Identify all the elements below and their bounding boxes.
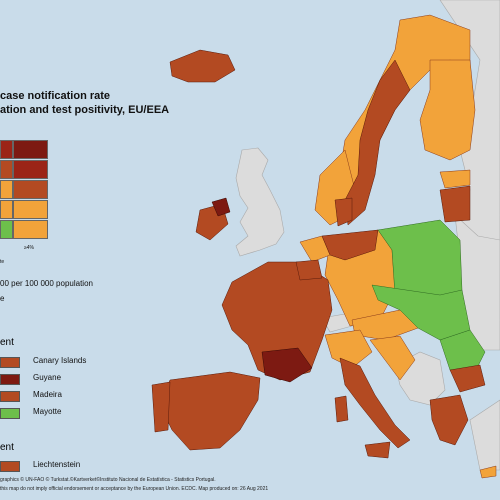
- matrix-cell: [0, 160, 13, 179]
- legend-label: Mayotte: [33, 407, 62, 416]
- legend-label: Madeira: [33, 390, 62, 399]
- italy-north: [324, 329, 373, 369]
- matrix-cell: [13, 140, 48, 159]
- legend-swatch: [0, 374, 20, 385]
- matrix-cell: [13, 220, 48, 239]
- great-britain: [235, 147, 285, 257]
- switzerland: [321, 313, 353, 333]
- matrix-cell: [13, 160, 48, 179]
- portugal: [151, 381, 171, 433]
- finland: [419, 59, 476, 161]
- legend-label: Guyane: [33, 373, 62, 382]
- footer-disclaimer: this map do not imply official endorseme…: [0, 486, 269, 492]
- belgium-luxembourg: [295, 259, 323, 281]
- france-south-east: [261, 347, 313, 383]
- section-heading-other: ent: [0, 442, 14, 453]
- matrix-cell: [0, 200, 13, 219]
- matrix-axis-end-label: ≥4%: [24, 245, 34, 251]
- sicily: [364, 441, 391, 459]
- estonia: [439, 169, 471, 189]
- italy: [339, 357, 411, 449]
- legend-swatch: [0, 357, 20, 368]
- matrix-cell: [13, 200, 48, 219]
- germany-north: [321, 229, 379, 261]
- matrix-cell: [0, 220, 13, 239]
- denmark: [334, 197, 353, 227]
- legend-title-line2: ation and test positivity, EU/EEA: [0, 104, 170, 116]
- legend-title-line1: case notification rate: [0, 90, 111, 102]
- footer-credits: graphics © UN-FAO © Turkstat.©Kartverket…: [0, 477, 216, 483]
- slovenia-croatia: [369, 335, 416, 381]
- rate-caption-2: e: [0, 294, 5, 303]
- section-heading-outermost: ent: [0, 337, 14, 348]
- matrix-cell: [0, 180, 13, 199]
- sardinia: [334, 395, 349, 423]
- legend-label: Canary Islands: [33, 356, 87, 365]
- iceland: [169, 49, 236, 83]
- legend-swatch: [0, 408, 20, 419]
- matrix-cell: [0, 140, 13, 159]
- matrix-cell: [13, 180, 48, 199]
- legend-swatch: [0, 391, 20, 402]
- legend-matrix: [0, 140, 48, 248]
- northern-ireland: [211, 197, 231, 217]
- sweden: [344, 59, 411, 226]
- matrix-axis-label: te: [0, 259, 5, 265]
- bulgaria: [449, 364, 486, 393]
- rate-caption: 00 per 100 000 population: [0, 279, 93, 288]
- legend-swatch: [0, 461, 20, 472]
- romania: [439, 329, 486, 373]
- cyprus: [479, 465, 497, 479]
- lithuania-latvia: [439, 185, 471, 223]
- legend-label: Liechtenstein: [33, 460, 81, 469]
- greece: [429, 394, 469, 446]
